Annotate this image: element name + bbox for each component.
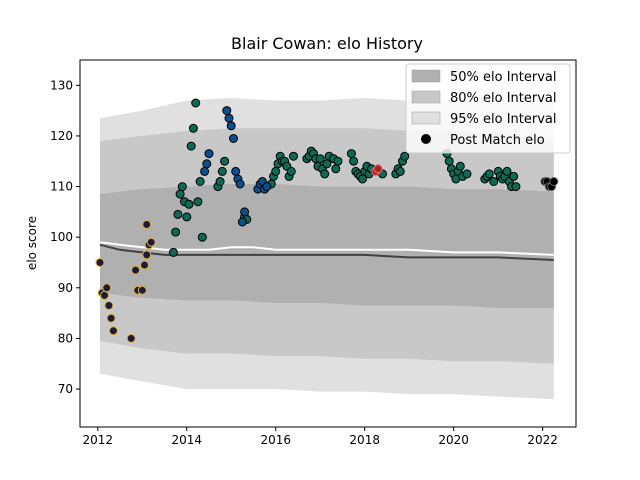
data-point xyxy=(220,156,230,166)
chart-title: Blair Cowan: elo History xyxy=(231,34,423,53)
y-tick-label: 80 xyxy=(58,331,73,345)
y-tick-label: 70 xyxy=(58,382,73,396)
legend-label: 80% elo Interval xyxy=(450,91,557,106)
data-point xyxy=(200,166,210,176)
data-point xyxy=(509,171,519,181)
data-point xyxy=(168,247,178,257)
x-tick-label: 2020 xyxy=(438,433,469,447)
data-point xyxy=(108,326,118,336)
data-point xyxy=(197,232,207,242)
data-point xyxy=(177,182,187,192)
legend-marker xyxy=(421,134,431,144)
data-point xyxy=(186,141,196,151)
data-point xyxy=(193,197,203,207)
data-point xyxy=(373,164,383,174)
data-point xyxy=(315,154,325,164)
data-point xyxy=(184,199,194,209)
data-point xyxy=(182,212,192,222)
data-point xyxy=(322,159,332,169)
data-point xyxy=(171,227,181,237)
data-point xyxy=(140,260,149,270)
data-point xyxy=(204,149,214,159)
data-point xyxy=(333,156,343,166)
data-point xyxy=(142,250,152,260)
data-point xyxy=(262,182,272,192)
data-point xyxy=(235,179,245,189)
data-point xyxy=(188,123,198,133)
data-point xyxy=(137,285,147,295)
data-point xyxy=(240,207,250,217)
data-point xyxy=(237,217,247,227)
legend-swatch xyxy=(411,90,441,104)
data-point xyxy=(142,220,152,229)
y-tick-label: 120 xyxy=(50,129,73,143)
data-point xyxy=(395,166,405,176)
plot-frame xyxy=(79,59,577,428)
data-point xyxy=(349,156,359,166)
x-tick-label: 2018 xyxy=(349,433,380,447)
data-point xyxy=(271,166,281,176)
legend-swatch xyxy=(411,111,441,125)
data-point xyxy=(226,121,236,131)
data-point xyxy=(131,265,141,275)
data-point xyxy=(215,177,225,186)
x-tick-label: 2012 xyxy=(83,433,114,447)
x-tick-label: 2022 xyxy=(527,433,558,447)
data-point xyxy=(511,182,521,192)
data-point xyxy=(104,301,114,310)
data-point xyxy=(444,156,454,166)
legend-frame xyxy=(405,63,571,154)
x-tick-label: 2016 xyxy=(260,433,291,447)
data-point xyxy=(231,166,241,176)
band-50 xyxy=(100,184,554,308)
y-tick-label: 90 xyxy=(58,281,73,295)
y-tick-label: 130 xyxy=(50,78,73,92)
data-point xyxy=(146,237,156,247)
data-point xyxy=(289,151,298,161)
data-point xyxy=(549,177,559,186)
data-point xyxy=(484,169,494,179)
data-point xyxy=(502,166,512,176)
data-point xyxy=(191,98,201,108)
data-point xyxy=(173,209,183,219)
data-point xyxy=(320,169,330,179)
y-tick-label: 110 xyxy=(50,180,73,194)
data-point xyxy=(126,333,136,343)
data-point xyxy=(100,290,109,300)
data-point xyxy=(95,258,105,267)
data-point xyxy=(455,161,465,171)
data-point xyxy=(462,169,472,179)
data-point xyxy=(331,164,341,174)
data-point xyxy=(217,166,227,176)
plot-area: 2012 2014 2016 2018 2020 2022 70 80 90 100 110 120 1… xyxy=(50,59,577,447)
legend-label: 95% elo Interval xyxy=(450,112,557,127)
data-point xyxy=(489,177,499,186)
legend: 50% elo Interval 80% elo Interval 95% elo … xyxy=(405,63,571,154)
data-point xyxy=(229,134,238,143)
data-point xyxy=(346,149,356,159)
legend-label: Post Match elo xyxy=(450,133,545,148)
data-point xyxy=(224,113,234,123)
data-point xyxy=(106,313,116,323)
x-tick-label: 2014 xyxy=(171,433,202,447)
data-point xyxy=(222,106,232,116)
data-point xyxy=(102,283,112,293)
y-axis-label: elo score xyxy=(25,216,39,270)
plot-content xyxy=(95,98,559,400)
data-point xyxy=(195,177,205,186)
data-point xyxy=(286,166,296,176)
data-point xyxy=(175,189,185,199)
y-tick-label: 100 xyxy=(50,230,73,244)
data-point xyxy=(202,159,212,169)
data-point xyxy=(400,151,410,161)
legend-label: 50% elo Interval xyxy=(450,70,557,85)
legend-swatch xyxy=(411,69,441,83)
